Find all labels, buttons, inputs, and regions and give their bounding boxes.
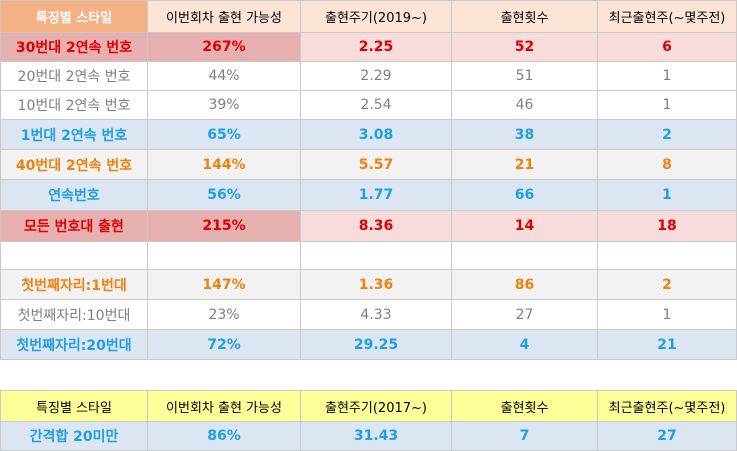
header-recent[interactable]: 최근출현주(~몇주전) — [598, 0, 737, 33]
cell-cycle[interactable]: 1.36 — [301, 270, 452, 300]
empty-cell[interactable] — [148, 242, 301, 270]
header-cycle[interactable]: 출현주기(2017~) — [301, 390, 452, 422]
cell-count[interactable]: 21 — [452, 150, 598, 180]
cell-probability[interactable]: 86% — [148, 422, 301, 451]
cell-recent[interactable]: 21 — [598, 330, 737, 360]
cell-count[interactable]: 46 — [452, 91, 598, 120]
cell-count[interactable]: 7 — [452, 422, 598, 451]
cell-recent[interactable]: 27 — [598, 422, 737, 451]
cell-probability[interactable]: 56% — [148, 180, 301, 211]
cell-cycle[interactable]: 4.33 — [301, 300, 452, 330]
cell-recent[interactable]: 1 — [598, 300, 737, 330]
cell-style[interactable]: 20번대 2연속 번호 — [0, 62, 148, 91]
cell-cycle[interactable]: 2.25 — [301, 33, 452, 62]
header-style[interactable]: 특징별 스타일 — [0, 0, 148, 33]
table-row: 40번대 2연속 번호 144% 5.57 21 8 — [0, 150, 737, 180]
cell-count[interactable]: 38 — [452, 120, 598, 150]
cell-style[interactable]: 첫번째자리:10번대 — [0, 300, 148, 330]
cell-probability[interactable]: 144% — [148, 150, 301, 180]
cell-recent[interactable]: 18 — [598, 211, 737, 242]
table-row: 모든 번호대 출현 215% 8.36 14 18 — [0, 211, 737, 242]
cell-style[interactable]: 모든 번호대 출현 — [0, 211, 148, 242]
table-row — [0, 242, 737, 270]
cell-style[interactable]: 1번대 2연속 번호 — [0, 120, 148, 150]
cell-count[interactable]: 27 — [452, 300, 598, 330]
cell-probability[interactable]: 147% — [148, 270, 301, 300]
cell-count[interactable]: 86 — [452, 270, 598, 300]
cell-count[interactable]: 14 — [452, 211, 598, 242]
table-row: 간격합 20미만 86% 31.43 7 27 — [0, 422, 737, 451]
header-probability[interactable]: 이번회차 출현 가능성 — [148, 390, 301, 422]
cell-recent[interactable]: 2 — [598, 120, 737, 150]
cell-cycle[interactable]: 2.54 — [301, 91, 452, 120]
cell-probability[interactable]: 65% — [148, 120, 301, 150]
cell-count[interactable]: 51 — [452, 62, 598, 91]
header-count[interactable]: 출현횟수 — [452, 390, 598, 422]
empty-cell[interactable] — [0, 242, 148, 270]
cell-cycle[interactable]: 3.08 — [301, 120, 452, 150]
cell-probability[interactable]: 44% — [148, 62, 301, 91]
cell-style[interactable]: 40번대 2연속 번호 — [0, 150, 148, 180]
cell-recent[interactable]: 2 — [598, 270, 737, 300]
cell-probability[interactable]: 215% — [148, 211, 301, 242]
header-recent[interactable]: 최근출현주(~몇주전) — [598, 390, 737, 422]
cell-cycle[interactable]: 29.25 — [301, 330, 452, 360]
table2-header-row: 특징별 스타일 이번회차 출현 가능성 출현주기(2017~) 출현횟수 최근출… — [0, 390, 737, 422]
cell-style[interactable]: 첫번째자리:20번대 — [0, 330, 148, 360]
table1-header-row: 특징별 스타일 이번회차 출현 가능성 출현주기(2019~) 출현횟수 최근출… — [0, 0, 737, 33]
empty-cell[interactable] — [598, 242, 737, 270]
table-row: 연속번호 56% 1.77 66 1 — [0, 180, 737, 211]
cell-probability[interactable]: 39% — [148, 91, 301, 120]
cell-cycle[interactable]: 8.36 — [301, 211, 452, 242]
table-row: 첫번째자리:10번대 23% 4.33 27 1 — [0, 300, 737, 330]
cell-recent[interactable]: 1 — [598, 91, 737, 120]
cell-count[interactable]: 52 — [452, 33, 598, 62]
header-cycle[interactable]: 출현주기(2019~) — [301, 0, 452, 33]
table-row: 10번대 2연속 번호 39% 2.54 46 1 — [0, 91, 737, 120]
cell-style[interactable]: 간격합 20미만 — [0, 422, 148, 451]
cell-probability[interactable]: 72% — [148, 330, 301, 360]
cell-count[interactable]: 4 — [452, 330, 598, 360]
header-count[interactable]: 출현횟수 — [452, 0, 598, 33]
cell-count[interactable]: 66 — [452, 180, 598, 211]
header-style[interactable]: 특징별 스타일 — [0, 390, 148, 422]
cell-style[interactable]: 첫번째자리:1번대 — [0, 270, 148, 300]
cell-cycle[interactable]: 1.77 — [301, 180, 452, 211]
cell-style[interactable]: 연속번호 — [0, 180, 148, 211]
cell-cycle[interactable]: 31.43 — [301, 422, 452, 451]
cell-recent[interactable]: 1 — [598, 62, 737, 91]
cell-probability[interactable]: 23% — [148, 300, 301, 330]
cell-recent[interactable]: 6 — [598, 33, 737, 62]
table-row: 첫번째자리:1번대 147% 1.36 86 2 — [0, 270, 737, 300]
cell-style[interactable]: 10번대 2연속 번호 — [0, 91, 148, 120]
cell-recent[interactable]: 8 — [598, 150, 737, 180]
cell-style[interactable]: 30번대 2연속 번호 — [0, 33, 148, 62]
cell-recent[interactable]: 1 — [598, 180, 737, 211]
empty-cell[interactable] — [301, 242, 452, 270]
table-row: 1번대 2연속 번호 65% 3.08 38 2 — [0, 120, 737, 150]
cell-probability[interactable]: 267% — [148, 33, 301, 62]
cell-cycle[interactable]: 2.29 — [301, 62, 452, 91]
header-probability[interactable]: 이번회차 출현 가능성 — [148, 0, 301, 33]
table-row: 첫번째자리:20번대 72% 29.25 4 21 — [0, 330, 737, 360]
empty-cell[interactable] — [452, 242, 598, 270]
cell-cycle[interactable]: 5.57 — [301, 150, 452, 180]
table-row: 20번대 2연속 번호 44% 2.29 51 1 — [0, 62, 737, 91]
table-row: 30번대 2연속 번호 267% 2.25 52 6 — [0, 33, 737, 62]
